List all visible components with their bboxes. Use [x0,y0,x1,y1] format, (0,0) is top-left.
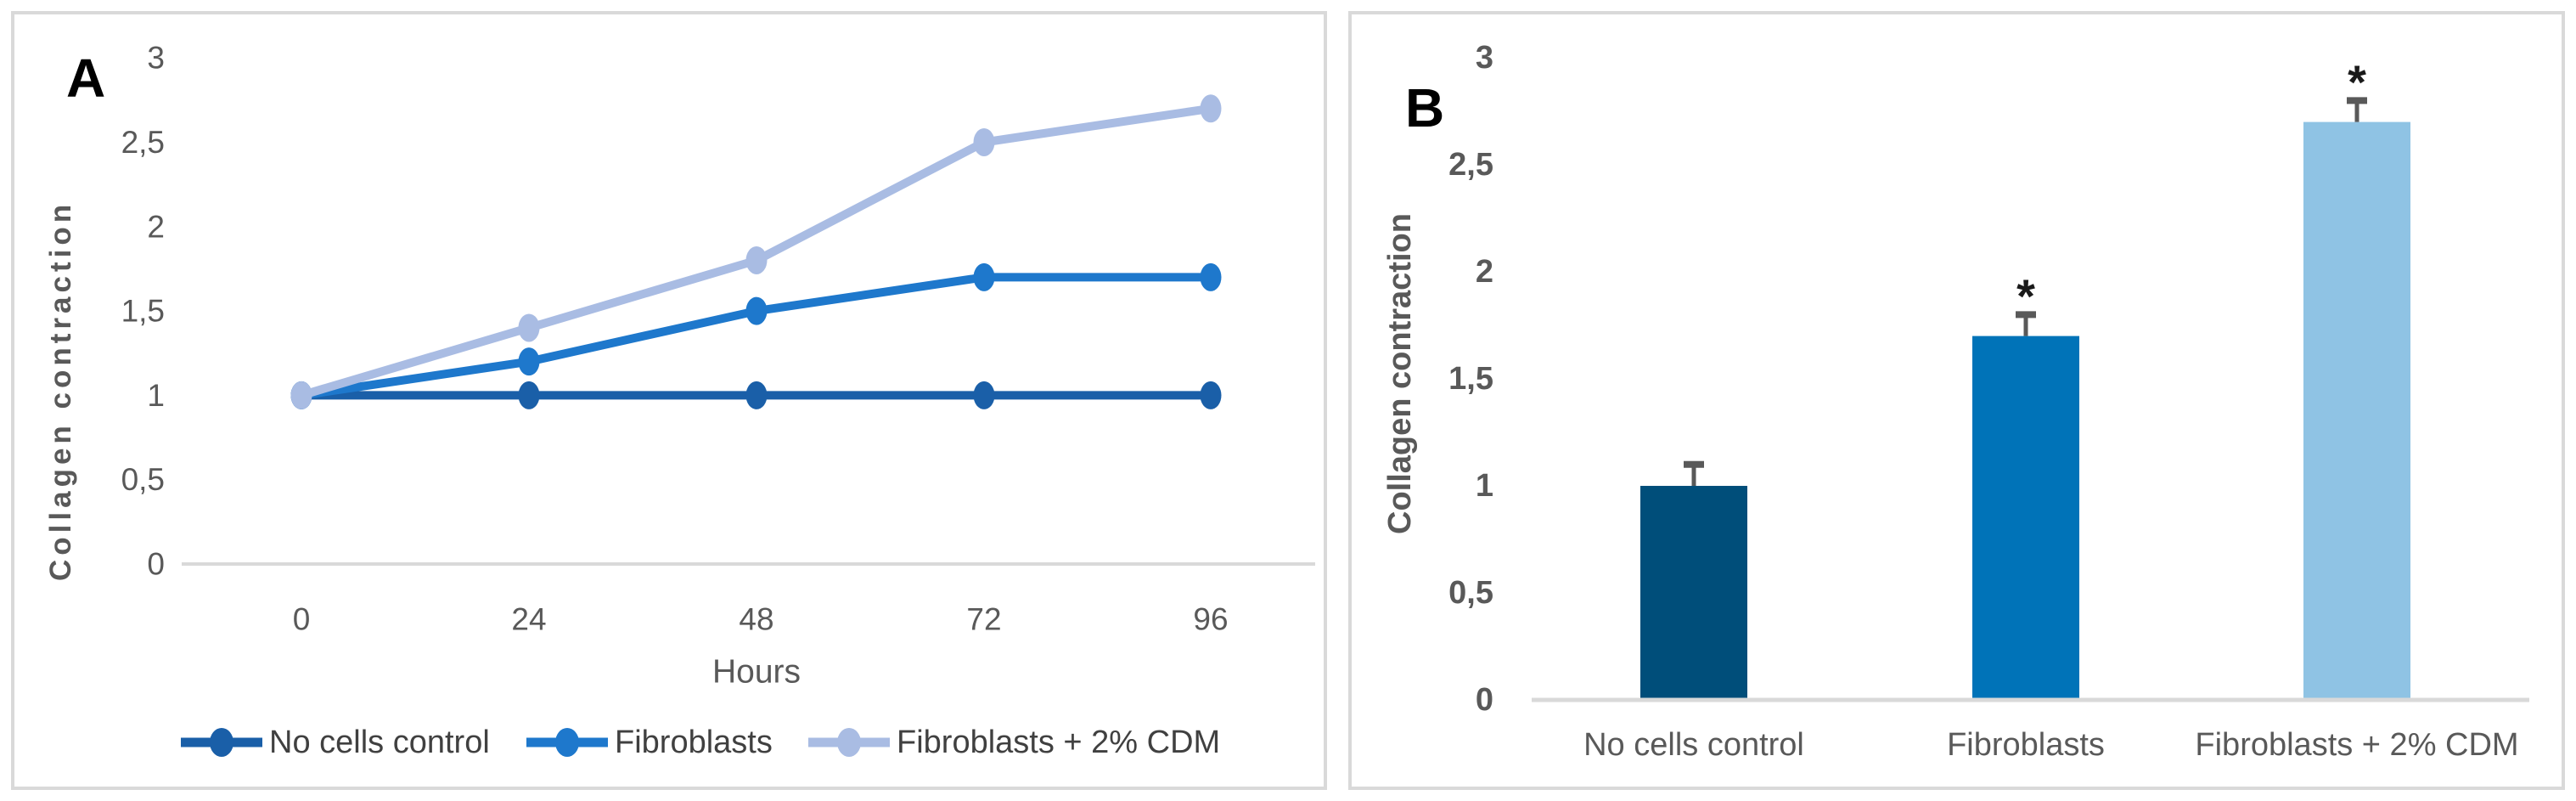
x-category-label: Fibroblasts [1947,727,2105,763]
data-point-marker [745,246,768,275]
line-chart-collagen-contraction: 0 0,5 1 1,5 2 2,5 3 0 24 48 72 96 Hours No cells cont… [121,41,1315,760]
y-tick-label: 0 [1476,682,1493,718]
x-category-label: No cells control [1583,727,1804,763]
y-axis-title-panel-a: Collagen contraction [44,200,77,582]
significance-asterisk: * [2348,55,2366,109]
data-point-marker [973,381,995,409]
legend-label: Fibroblasts [615,725,773,760]
bar-group-no-cells-control [1640,460,1747,700]
x-tick-label: 48 [739,602,773,637]
data-point-marker [1200,262,1222,291]
legend-circle-marker [210,728,233,757]
bar-fibroblasts-2-cdm [2303,121,2410,701]
data-point-marker [518,347,540,376]
y-tick-label: 0 [147,547,165,582]
data-point-marker [518,381,540,409]
legend-label: Fibroblasts + 2% CDM [897,725,1220,760]
bar-group-fibroblasts-2-cdm: * [2303,55,2410,701]
data-point-marker [290,381,312,409]
data-point-marker [973,262,995,291]
bar-no-cells-control [1640,486,1747,700]
panel-label-a: A [66,48,106,109]
x-tick-label: 24 [511,602,546,637]
legend-circle-marker [837,728,861,757]
x-tick-label: 0 [293,602,311,637]
line-series-no-cells-control [290,381,1222,409]
y-tick-label: 0,5 [121,462,165,497]
bar-fibroblasts [1972,336,2079,700]
bar-group-fibroblasts: * [1972,269,2079,700]
x-axis-title: Hours [712,654,801,691]
y-tick-label: 3 [1476,40,1493,76]
data-point-marker [518,313,540,342]
y-tick-label: 2 [1476,254,1493,290]
y-tick-label: 1 [1476,468,1493,504]
x-tick-label: 96 [1193,602,1228,637]
panel-a-line-chart: 0 0,5 1 1,5 2 2,5 3 0 24 48 72 96 Hours No cells cont… [11,11,1327,790]
legend-item-fibroblasts: Fibroblasts [526,725,773,760]
x-tick-label: 72 [966,602,1001,637]
legend-label: No cells control [269,725,490,760]
panel-label-b: B [1405,77,1445,138]
x-category-label: Fibroblasts + 2% CDM [2195,727,2518,763]
y-tick-label: 1,5 [1448,361,1493,397]
y-axis-title-panel-b: Collagen contraction [1382,213,1418,534]
data-point-marker [1200,381,1222,409]
line-series-fibroblasts-2-cdm [290,94,1222,409]
y-tick-label: 2 [147,209,165,244]
data-point-marker [1200,94,1222,123]
bar-chart-collagen-contraction: 0 0,5 1 1,5 2 2,5 3 * * No cells control Fibroblas… [1448,40,2529,763]
data-point-marker [973,128,995,156]
series-line [297,273,1215,400]
y-tick-label: 3 [147,41,165,76]
data-point-marker [745,381,768,409]
data-point-marker [745,296,768,325]
y-tick-label: 2,5 [121,125,165,160]
panel-b-bar-chart: 0 0,5 1 1,5 2 2,5 3 * * No cells control Fibroblas… [1348,11,2565,790]
y-tick-label: 2,5 [1448,147,1493,183]
y-tick-label: 1 [147,378,165,413]
legend-item-no-cells-control: No cells control [181,725,490,760]
legend-item-fibroblasts-2-cdm: Fibroblasts + 2% CDM [808,725,1220,760]
legend: No cells control Fibroblasts Fibroblasts +… [181,725,1220,760]
legend-circle-marker [555,728,579,757]
y-tick-label: 0,5 [1448,575,1493,611]
significance-asterisk: * [2016,269,2035,323]
y-tick-label: 1,5 [121,294,165,329]
